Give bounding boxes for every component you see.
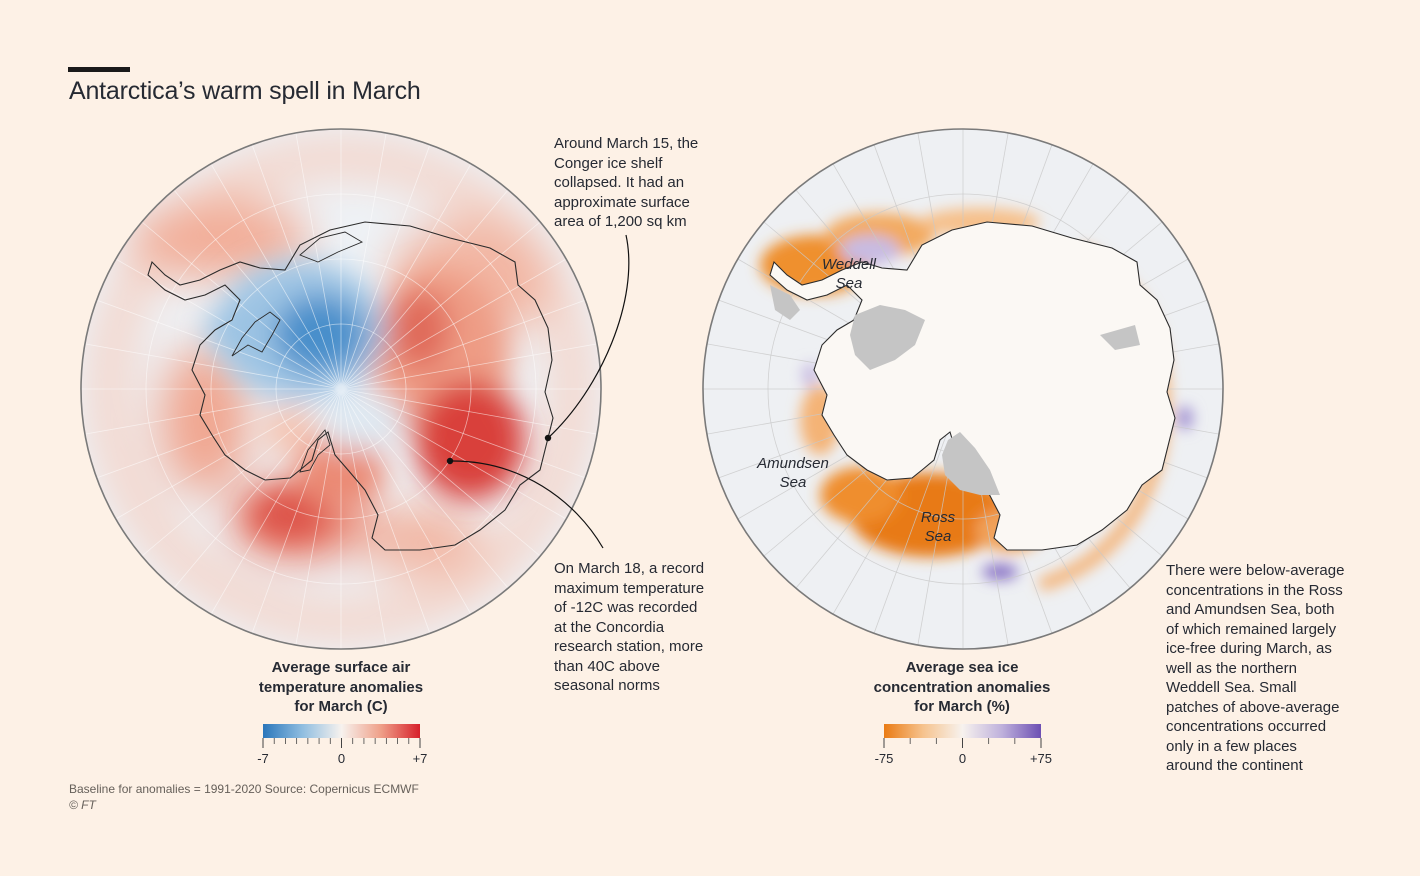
concordia-leader-line (449, 460, 604, 549)
graticule-meridian (141, 221, 342, 390)
ice-legend-min-label: -75 (874, 751, 894, 766)
graticule-meridian (340, 343, 598, 390)
graticule-meridian (340, 388, 598, 435)
graticule-meridian (340, 163, 472, 390)
graticule-meridian (84, 388, 342, 435)
temperature-legend-mid-label: 0 (337, 751, 346, 766)
graticule-meridian (96, 299, 342, 390)
ice-legend-scale (883, 724, 1042, 748)
graticule-meridian (340, 189, 509, 390)
graticule-meridian (115, 258, 342, 390)
ice-legend-max-label: +75 (1029, 751, 1053, 766)
graticule-meridian (251, 388, 342, 634)
graticule-meridian (115, 388, 342, 520)
source-note: Baseline for anomalies = 1991-2020 Sourc… (69, 782, 419, 796)
graticule-meridian (340, 388, 586, 479)
temperature-legend-min-label: -7 (257, 751, 269, 766)
graticule-meridian (141, 388, 342, 557)
amundsen-sea-label: Amundsen Sea (757, 455, 829, 491)
graticule-meridian (84, 343, 342, 390)
graticule-meridian (340, 388, 387, 646)
graticule-meridian (340, 388, 541, 557)
graticule-meridian (340, 388, 472, 615)
graticule-meridian (251, 144, 342, 390)
graticule-meridian (173, 388, 342, 589)
weddell-sea-label: Weddell Sea (822, 256, 876, 292)
ross-sea-label: Ross Sea (920, 509, 956, 545)
temperature-legend-title: Average surface air temperature anomalie… (258, 659, 424, 715)
graticule-meridian (340, 221, 541, 390)
graticule-meridian (295, 388, 342, 646)
graticule-meridian (173, 189, 342, 390)
concordia-annotation: On March 18, a record maximum temperatur… (554, 560, 705, 694)
graticule-meridian (210, 388, 342, 615)
graticule-meridian (340, 132, 387, 390)
sea-ice-anomaly-map (702, 128, 1224, 650)
graticule-meridian (210, 163, 342, 390)
sea-ice-annotation: There were below-average concentrations … (1166, 562, 1345, 774)
temperature-legend-max-label: +7 (412, 751, 428, 766)
graticule-meridian (340, 258, 567, 390)
conger-leader-line (547, 234, 630, 439)
graticule-meridian (340, 388, 431, 634)
graticule-meridian (340, 388, 509, 589)
graticule-meridian (340, 299, 586, 390)
temperature-anomaly-map (80, 128, 630, 650)
ft-credit: © FT (69, 798, 96, 812)
graticule-meridian (340, 388, 567, 520)
page-title: Antarctica’s warm spell in March (69, 77, 421, 105)
graticule-meridian (340, 144, 431, 390)
graticule-meridian (96, 388, 342, 479)
graticule-meridian (295, 132, 342, 390)
title-rule (68, 67, 130, 72)
temperature-legend-scale (262, 724, 421, 748)
ice-legend-mid-label: 0 (958, 751, 967, 766)
conger-annotation: Around March 15, the Conger ice shelf co… (554, 135, 699, 230)
ice-legend-title: Average sea ice concentration anomalies … (873, 659, 1051, 715)
